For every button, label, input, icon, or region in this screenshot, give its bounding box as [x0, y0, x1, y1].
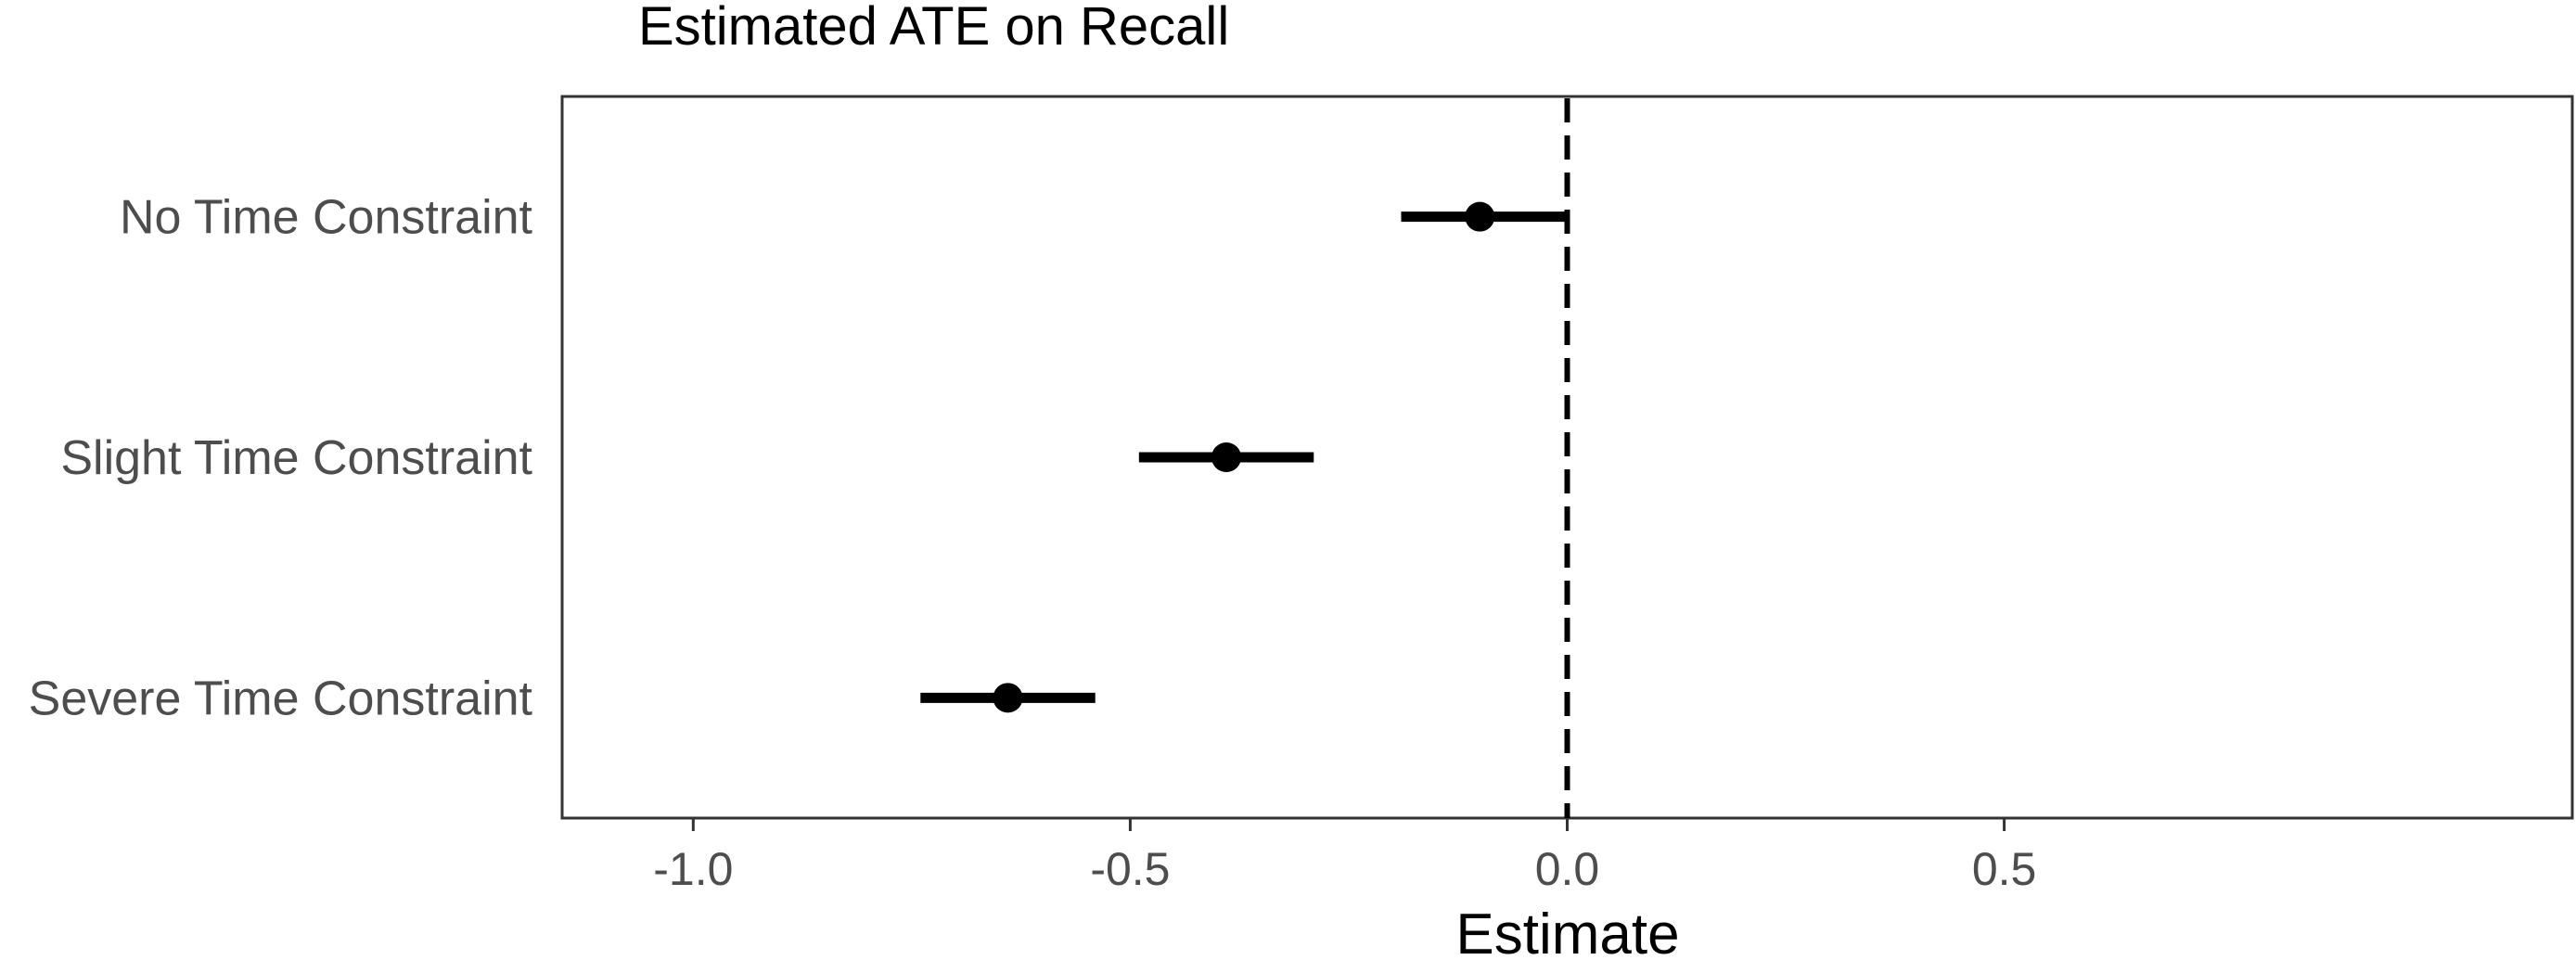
- y-category-label: Slight Time Constraint: [60, 431, 532, 485]
- x-tick-label: 0.0: [1535, 843, 1600, 895]
- chart-title: Estimated ATE on Recall: [638, 0, 1229, 57]
- x-tick-label: -1.0: [653, 843, 733, 895]
- confidence-intervals: [920, 211, 1568, 703]
- point-estimate: [1211, 442, 1242, 472]
- category-labels: No Time Constraint Slight Time Constraint…: [29, 191, 533, 726]
- y-category-label: Severe Time Constraint: [29, 672, 533, 725]
- x-axis-tick-labels: -1.0 -0.5 0.0 0.5: [653, 843, 2036, 895]
- point-estimate: [1465, 201, 1495, 232]
- x-tick-label: -0.5: [1090, 843, 1170, 895]
- point-estimate: [993, 683, 1023, 713]
- point-estimates: [993, 201, 1495, 713]
- x-tick-label: 0.5: [1972, 843, 2037, 895]
- x-axis-title: Estimate: [1455, 902, 1679, 960]
- y-category-label: No Time Constraint: [120, 191, 533, 245]
- x-axis-ticks: [691, 818, 2006, 831]
